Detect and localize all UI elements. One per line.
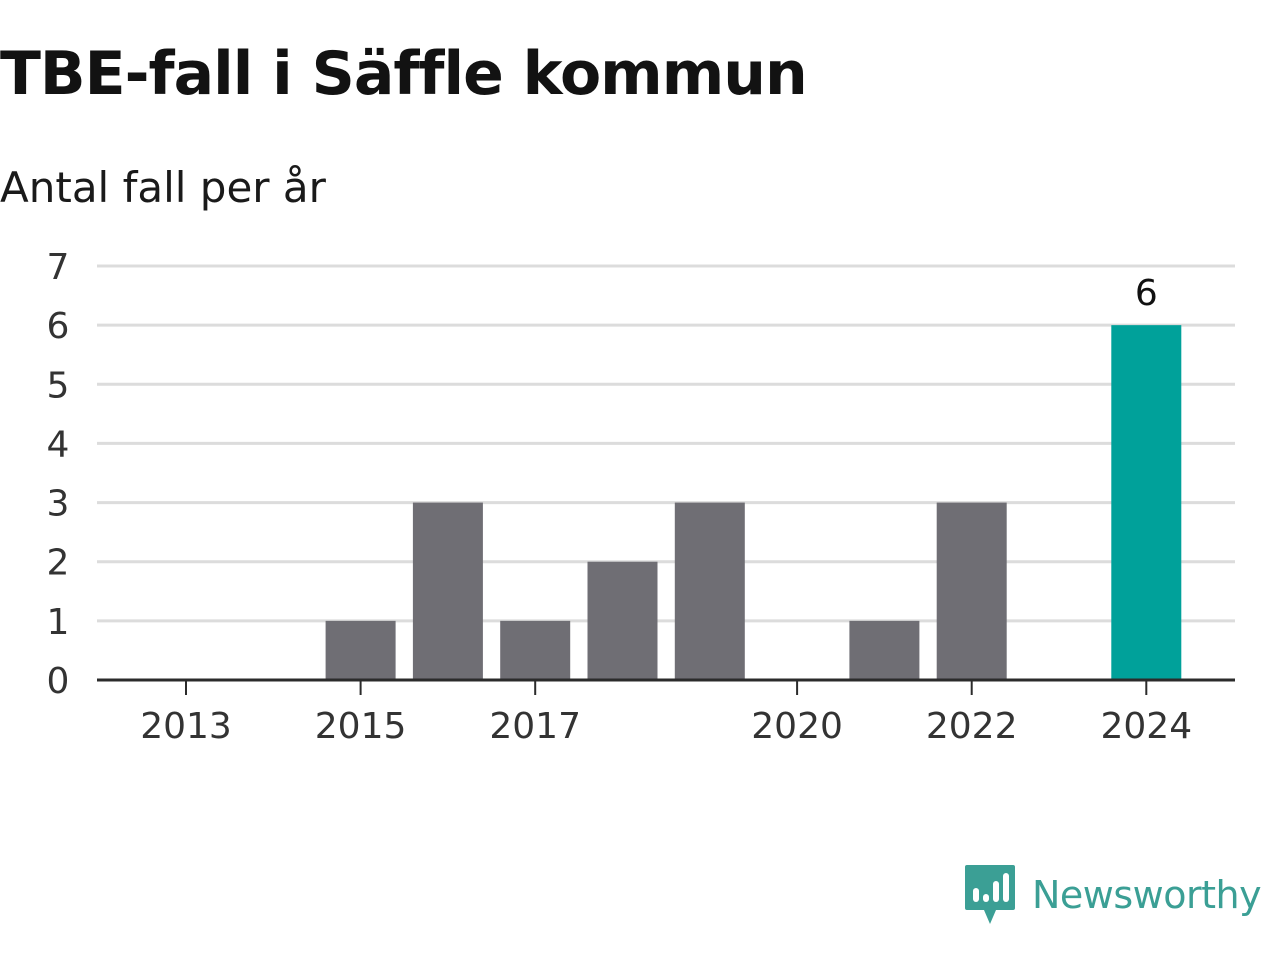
bar-2015 — [325, 620, 396, 680]
bar-2024 — [1111, 325, 1182, 680]
newsworthy-logo-icon — [965, 865, 1015, 924]
y-tick-label: 7 — [47, 247, 70, 288]
y-tick-label: 4 — [47, 424, 70, 465]
bar-2021 — [849, 620, 920, 680]
x-tick-label: 2013 — [140, 706, 232, 747]
x-tick-label: 2020 — [751, 706, 843, 747]
y-tick-label: 0 — [47, 661, 70, 702]
chart-subtitle: Antal fall per år — [0, 163, 326, 212]
newsworthy-brand: Newsworthy — [964, 862, 1262, 928]
grid-lines — [97, 264, 1235, 623]
chart-title: TBE-fall i Säffle kommun — [0, 39, 808, 109]
brand-name: Newsworthy — [1032, 873, 1262, 917]
x-tick-label: 2024 — [1100, 706, 1192, 747]
data-label: 6 — [1135, 273, 1158, 314]
bar-2019 — [674, 502, 745, 680]
x-tick-label: 2017 — [489, 706, 581, 747]
y-tick-label: 6 — [47, 306, 70, 347]
x-tick-label: 2022 — [926, 706, 1018, 747]
y-tick-label: 2 — [47, 543, 70, 584]
bar-2016 — [412, 502, 483, 680]
x-tick-label: 2015 — [315, 706, 407, 747]
bar-chart: 0 1 2 3 4 5 6 7 6 2013 2015 2017 2020 2022 2024 — [47, 247, 1235, 747]
y-tick-label: 5 — [47, 365, 70, 406]
y-tick-label: 1 — [47, 602, 70, 643]
y-tick-label: 3 — [47, 484, 70, 525]
labels: 0 1 2 3 4 5 6 7 6 2013 2015 2017 2020 2022 2024 — [47, 247, 1193, 747]
bar-2017 — [500, 620, 571, 680]
x-axis — [97, 678, 1235, 695]
bar-2018 — [587, 561, 658, 680]
bars — [325, 325, 1182, 680]
bar-2022 — [936, 502, 1007, 680]
